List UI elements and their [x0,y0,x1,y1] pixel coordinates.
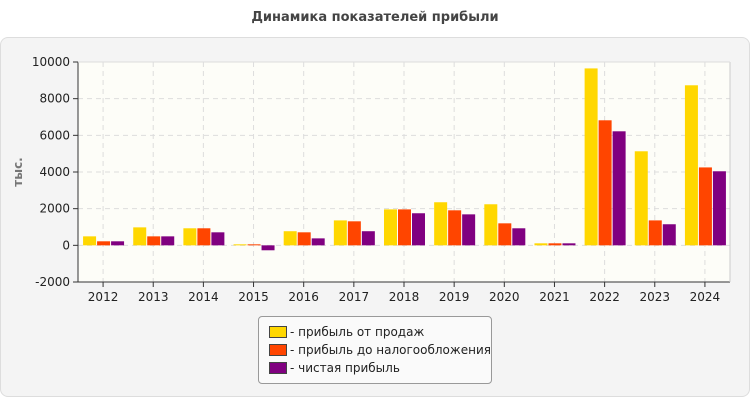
bar [361,231,375,246]
bar [183,228,197,246]
legend: - прибыль от продаж - прибыль до налогоо… [258,316,492,384]
bar [398,209,411,246]
bar [412,213,425,246]
bar [147,236,161,246]
bar [384,209,397,246]
bar [97,241,111,246]
bar [261,245,275,251]
y-tick-label: 0 [62,238,70,252]
legend-swatch [269,362,287,374]
x-tick-label: 2022 [589,290,620,304]
bar [133,227,147,246]
bar [598,120,612,246]
legend-item: - прибыль от продаж [269,325,424,339]
bar [648,220,662,246]
x-tick-label: 2019 [439,290,470,304]
bar [612,131,626,246]
bar [634,151,648,246]
bar [211,232,225,246]
x-tick-label: 2017 [339,290,370,304]
bar [197,228,211,246]
legend-label: - прибыль от продаж [290,325,425,339]
bar [434,202,448,246]
y-tick-label: 8000 [39,92,70,106]
legend-swatch [269,344,287,356]
bar [584,68,598,246]
bar [534,243,548,246]
x-tick-label: 2024 [690,290,721,304]
x-tick-label: 2023 [639,290,670,304]
legend-swatch [269,326,287,338]
bar [283,231,297,246]
bar [311,238,325,246]
bar [698,167,712,246]
bar [161,236,175,246]
x-tick-label: 2018 [389,290,420,304]
bar [111,241,125,246]
legend-label: - прибыль до налогообложения [290,343,491,357]
bar [333,220,347,246]
bar [712,171,726,246]
x-tick-label: 2021 [539,290,570,304]
legend-item: - прибыль до налогообложения [269,343,491,357]
y-tick-label: 6000 [39,128,70,142]
bar [233,244,247,246]
bar [247,244,261,246]
bar [562,243,576,246]
x-tick-label: 2014 [188,290,219,304]
bar [662,224,676,246]
bar [548,243,562,246]
bar [347,221,361,246]
bar [448,210,462,246]
bar [484,204,498,246]
x-tick-label: 2012 [88,290,119,304]
bar [297,232,311,246]
bar [462,214,476,246]
y-tick-label: 2000 [39,202,70,216]
bar [498,223,512,246]
y-tick-label: -2000 [35,275,70,289]
bar [684,85,698,246]
x-tick-label: 2013 [138,290,169,304]
y-tick-label: 10000 [32,55,70,69]
legend-label: - чистая прибыль [290,361,400,375]
y-axis-label: тыс. [11,157,25,186]
x-tick-label: 2020 [489,290,520,304]
y-tick-label: 4000 [39,165,70,179]
x-tick-label: 2016 [288,290,319,304]
bar [512,228,526,246]
bar [83,236,97,246]
x-tick-label: 2015 [238,290,269,304]
legend-item: - чистая прибыль [269,361,400,375]
chart-title: Динамика показателей прибыли [251,10,499,25]
